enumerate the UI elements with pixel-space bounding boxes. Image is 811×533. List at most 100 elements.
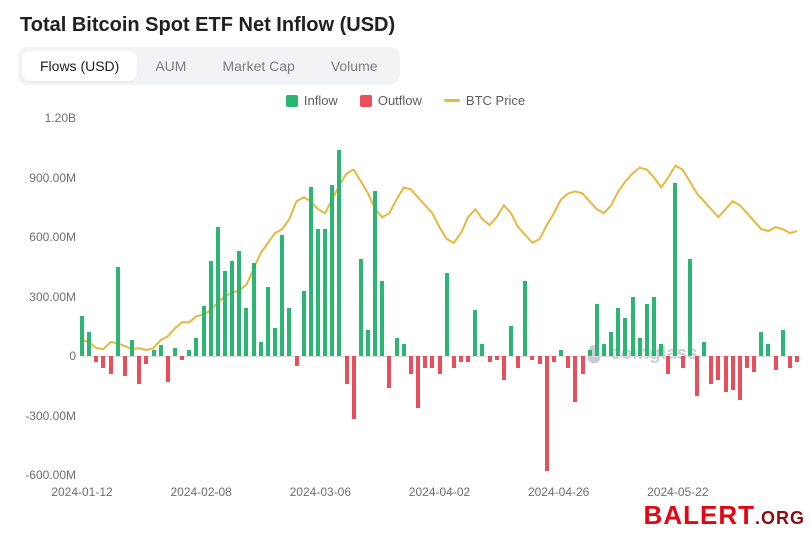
bar-inflow (588, 350, 592, 356)
tab-flows-usd-[interactable]: Flows (USD) (22, 51, 137, 81)
bar-outflow (795, 356, 799, 362)
bar-outflow (166, 356, 170, 382)
bar-outflow (180, 356, 184, 360)
bar-inflow (638, 338, 642, 356)
bar-inflow (280, 235, 284, 356)
bar-outflow (716, 356, 720, 380)
y-tick-label: -300.00M (6, 409, 76, 423)
bar-outflow (409, 356, 413, 374)
bar-outflow (538, 356, 542, 364)
bar-inflow (337, 150, 341, 356)
legend-inflow-label: Inflow (304, 93, 338, 108)
bar-inflow (237, 251, 241, 356)
bar-inflow (152, 350, 156, 356)
y-tick-label: 300.00M (6, 290, 76, 304)
tab-bar: Flows (USD)AUMMarket CapVolume (18, 47, 400, 85)
bar-outflow (774, 356, 778, 370)
bar-inflow (287, 308, 291, 356)
bar-inflow (631, 297, 635, 357)
bar-inflow (230, 261, 234, 356)
bar-inflow (702, 342, 706, 356)
bar-inflow (202, 306, 206, 356)
bar-inflow (330, 185, 334, 356)
swatch-inflow (286, 95, 298, 107)
bar-outflow (488, 356, 492, 362)
bar-inflow (659, 344, 663, 356)
bar-inflow (509, 326, 513, 356)
bar-inflow (359, 259, 363, 356)
brand-text-1: BALERT (644, 500, 755, 530)
bar-outflow (731, 356, 735, 390)
bar-inflow (402, 344, 406, 356)
bar-inflow (616, 308, 620, 356)
bar-inflow (273, 328, 277, 356)
bar-outflow (530, 356, 534, 360)
bar-inflow (252, 263, 256, 356)
bar-inflow (323, 229, 327, 356)
legend-outflow-label: Outflow (378, 93, 422, 108)
x-tick-label: 2024-04-02 (409, 485, 470, 499)
bar-inflow (244, 308, 248, 356)
brand-text-2: .ORG (755, 508, 805, 528)
plot-area: coinglass (82, 118, 797, 475)
bar-inflow (781, 330, 785, 356)
bar-outflow (137, 356, 141, 384)
bar-outflow (495, 356, 499, 360)
bar-outflow (423, 356, 427, 368)
bar-inflow (623, 318, 627, 356)
y-tick-label: 1.20B (6, 111, 76, 125)
legend-btc-label: BTC Price (466, 93, 525, 108)
tab-volume[interactable]: Volume (313, 51, 396, 81)
bar-inflow (373, 191, 377, 356)
swatch-outflow (360, 95, 372, 107)
bar-inflow (130, 340, 134, 356)
y-tick-label: 600.00M (6, 230, 76, 244)
bar-inflow (523, 281, 527, 356)
bar-inflow (759, 332, 763, 356)
bar-inflow (595, 304, 599, 356)
bar-inflow (380, 281, 384, 356)
bar-outflow (502, 356, 506, 380)
bar-outflow (752, 356, 756, 372)
legend-btc: BTC Price (444, 93, 525, 108)
bar-outflow (123, 356, 127, 376)
tab-aum[interactable]: AUM (137, 51, 204, 81)
y-tick-label: 900.00M (6, 171, 76, 185)
bar-outflow (566, 356, 570, 368)
bar-inflow (259, 342, 263, 356)
bar-outflow (459, 356, 463, 362)
bar-inflow (445, 273, 449, 356)
bar-inflow (609, 332, 613, 356)
legend-inflow: Inflow (286, 93, 338, 108)
bar-inflow (673, 183, 677, 356)
bar-inflow (116, 267, 120, 356)
bar-outflow (745, 356, 749, 368)
bar-outflow (94, 356, 98, 362)
bar-inflow (223, 271, 227, 356)
x-tick-label: 2024-02-08 (170, 485, 231, 499)
x-tick-label: 2024-03-06 (290, 485, 351, 499)
bar-inflow (309, 187, 313, 356)
bar-inflow (173, 348, 177, 356)
bar-inflow (480, 344, 484, 356)
bar-inflow (87, 332, 91, 356)
bar-inflow (652, 297, 656, 357)
bar-outflow (452, 356, 456, 368)
bar-outflow (144, 356, 148, 364)
bar-inflow (766, 344, 770, 356)
bar-inflow (559, 350, 563, 356)
bar-inflow (316, 229, 320, 356)
bar-outflow (109, 356, 113, 374)
legend-outflow: Outflow (360, 93, 422, 108)
x-tick-label: 2024-01-12 (51, 485, 112, 499)
bar-outflow (738, 356, 742, 400)
bar-inflow (194, 338, 198, 356)
bar-outflow (430, 356, 434, 368)
bar-outflow (101, 356, 105, 368)
chart-area: coinglass -600.00M-300.00M0300.00M600.00… (0, 118, 811, 511)
x-tick-label: 2024-05-22 (647, 485, 708, 499)
bar-outflow (681, 356, 685, 368)
bar-outflow (387, 356, 391, 388)
bar-outflow (466, 356, 470, 362)
tab-market-cap[interactable]: Market Cap (204, 51, 312, 81)
